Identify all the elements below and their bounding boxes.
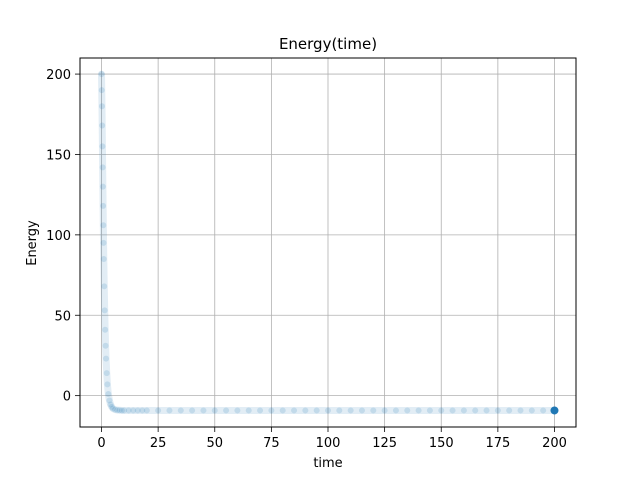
tick-layer: 0 25 50 75 100 125 150 175 200 0 50 100 150 200 (46, 68, 567, 451)
data-point (302, 407, 309, 414)
data-point (189, 407, 196, 414)
data-point (358, 407, 365, 414)
data-point (99, 164, 106, 171)
data-point (426, 407, 433, 414)
data-point (494, 407, 501, 414)
x-tick-label: 150 (429, 436, 454, 451)
data-point (404, 407, 411, 414)
data-point (139, 407, 146, 414)
y-tick-label: 150 (46, 148, 71, 163)
data-point (381, 407, 388, 414)
y-tick-label: 50 (54, 309, 71, 324)
data-point (234, 407, 241, 414)
data-point (103, 355, 110, 362)
data-point (102, 326, 109, 333)
data-point (540, 407, 547, 414)
x-tick-label: 0 (97, 436, 105, 451)
data-point (166, 407, 173, 414)
x-tick-label: 100 (316, 436, 341, 451)
x-tick-label: 175 (485, 436, 510, 451)
x-tick-label: 50 (206, 436, 223, 451)
data-point (105, 391, 112, 398)
data-point (472, 407, 479, 414)
data-point (347, 407, 354, 414)
y-tick-label: 100 (46, 229, 71, 244)
data-point (460, 407, 467, 414)
data-point (438, 407, 445, 414)
data-point (200, 407, 207, 414)
data-point (130, 407, 137, 414)
data-point (106, 397, 113, 404)
data-point (103, 370, 110, 377)
data-point (112, 406, 119, 413)
data-point (291, 407, 298, 414)
x-tick-label: 125 (372, 436, 397, 451)
data-point (101, 307, 108, 314)
data-point (100, 222, 107, 229)
data-point (107, 401, 114, 408)
data-point (143, 407, 150, 414)
data-point (517, 407, 524, 414)
data-point (102, 342, 109, 349)
data-point (313, 407, 320, 414)
data-point (506, 407, 513, 414)
final-data-point (550, 406, 559, 415)
x-tick-label: 75 (263, 436, 280, 451)
data-point (98, 71, 105, 78)
data-point (99, 183, 106, 190)
data-point (415, 407, 422, 414)
data-point (118, 407, 125, 414)
data-point (223, 407, 230, 414)
data-point (211, 407, 218, 414)
data-point (121, 407, 128, 414)
data-point (257, 407, 264, 414)
data-point (528, 407, 535, 414)
data-point (134, 407, 141, 414)
data-point (100, 202, 107, 209)
data-point (98, 87, 105, 94)
data-point (99, 143, 106, 150)
data-point (370, 407, 377, 414)
y-tick-label: 200 (46, 68, 71, 83)
x-tick-label: 25 (150, 436, 167, 451)
x-axis-label: time (313, 456, 342, 471)
data-point (100, 239, 107, 246)
data-point (98, 103, 105, 110)
grid-layer (80, 58, 576, 427)
data-point (155, 407, 162, 414)
y-axis-label: Energy (25, 220, 40, 266)
data-point (125, 407, 132, 414)
data-point (279, 407, 286, 414)
data-point (325, 407, 331, 414)
data-point (449, 407, 456, 414)
chart-title: Energy(time) (279, 35, 377, 53)
data-point (109, 405, 116, 412)
data-point (114, 407, 121, 414)
data-layer (98, 70, 559, 415)
x-tick-label: 200 (542, 436, 567, 451)
series-trail (98, 70, 558, 414)
y-tick-label: 0 (63, 390, 71, 405)
data-point (101, 283, 108, 290)
data-point (245, 407, 252, 414)
data-point (108, 403, 115, 410)
data-point (99, 122, 106, 129)
data-point (177, 407, 184, 414)
data-point (104, 381, 111, 388)
data-point (392, 407, 399, 414)
data-point (483, 407, 490, 414)
data-point (268, 407, 275, 414)
data-point (116, 407, 123, 414)
data-point (336, 407, 343, 414)
data-point (100, 255, 107, 262)
